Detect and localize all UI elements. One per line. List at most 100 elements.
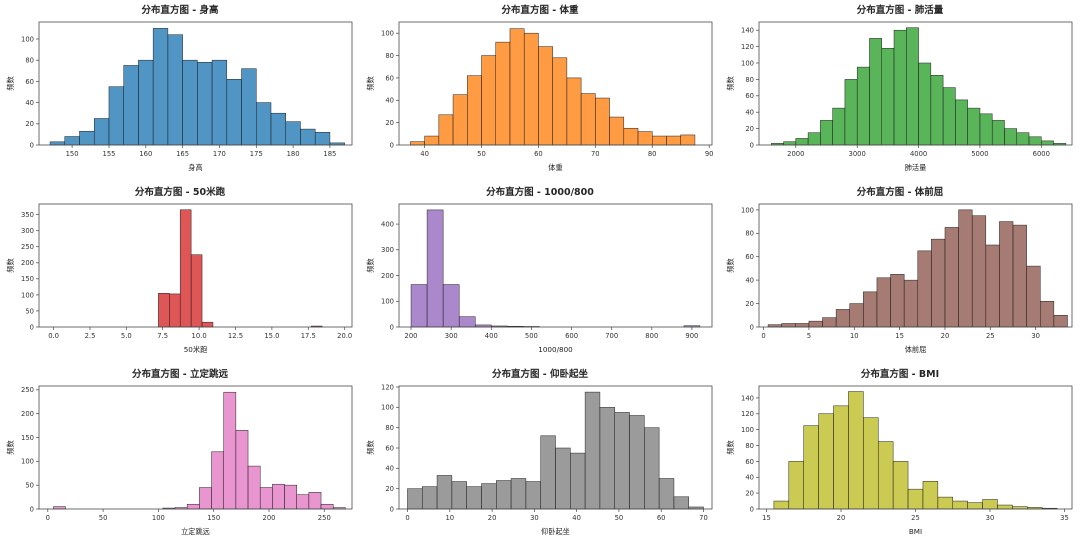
- histogram-lung-capacity-panel: 分布直方图 - 肺活量 0 20 40 60 80 100 120 140 2000 3000 40…: [720, 0, 1080, 182]
- svg-text:0: 0: [390, 505, 394, 513]
- svg-text:1000/800: 1000/800: [538, 345, 573, 354]
- svg-text:100: 100: [381, 404, 394, 412]
- svg-text:200: 200: [263, 514, 276, 522]
- svg-text:25: 25: [911, 514, 920, 522]
- svg-text:250: 250: [318, 514, 331, 522]
- svg-text:0: 0: [30, 141, 34, 149]
- svg-text:立定跳远: 立定跳远: [181, 527, 210, 536]
- chart-title-height: 分布直方图 - 身高: [141, 5, 219, 16]
- svg-text:40: 40: [420, 150, 429, 158]
- svg-text:10.0: 10.0: [192, 332, 207, 340]
- svg-text:35: 35: [1060, 514, 1069, 522]
- chart-title-lung-capacity: 分布直方图 - 肺活量: [856, 5, 944, 16]
- svg-text:100: 100: [21, 35, 34, 43]
- svg-text:20: 20: [385, 485, 394, 493]
- svg-text:140: 140: [741, 27, 754, 35]
- svg-text:60: 60: [534, 150, 543, 158]
- svg-text:20: 20: [837, 514, 846, 522]
- svg-text:120: 120: [741, 43, 754, 51]
- svg-text:6000: 6000: [1033, 150, 1050, 158]
- svg-text:50: 50: [25, 307, 34, 315]
- chart-title-run-50m: 分布直方图 - 50米跑: [134, 187, 226, 198]
- svg-text:0: 0: [30, 505, 34, 513]
- svg-text:0: 0: [761, 332, 765, 340]
- svg-text:2000: 2000: [787, 150, 804, 158]
- svg-text:60: 60: [745, 92, 754, 100]
- svg-text:频数: 频数: [6, 258, 15, 272]
- svg-text:20: 20: [941, 332, 950, 340]
- svg-text:200: 200: [21, 410, 34, 418]
- svg-text:20: 20: [488, 514, 497, 522]
- svg-text:50: 50: [25, 482, 34, 490]
- svg-text:200: 200: [405, 332, 418, 340]
- chart-title-bmi: 分布直方图 - BMI: [860, 369, 940, 380]
- svg-text:50: 50: [99, 514, 108, 522]
- svg-text:150: 150: [207, 514, 220, 522]
- svg-text:12.5: 12.5: [228, 332, 243, 340]
- histogram-sit-ups-panel: 分布直方图 - 仰卧起坐 0 20 40 60 80 100 120 0 10 20 30 40 50 6…: [360, 364, 720, 546]
- svg-text:40: 40: [745, 277, 754, 285]
- svg-text:80: 80: [745, 442, 754, 450]
- svg-text:100: 100: [381, 30, 394, 38]
- svg-text:500: 500: [525, 332, 538, 340]
- svg-text:80: 80: [648, 150, 657, 158]
- svg-text:40: 40: [572, 514, 581, 522]
- svg-text:50米跑: 50米跑: [184, 345, 208, 354]
- svg-text:40: 40: [25, 99, 34, 107]
- histogram-standing-long-jump-plot: 0 50 100 150 200 250 0 50 100 150 200 250 立定跳远 频数: [6, 385, 353, 536]
- chart-title-weight: 分布直方图 - 体重: [501, 5, 579, 16]
- svg-text:100: 100: [21, 291, 34, 299]
- svg-text:10: 10: [850, 332, 859, 340]
- svg-text:60: 60: [745, 458, 754, 466]
- histogram-bmi-panel: 分布直方图 - BMI 0 20 40 60 80 100 120 140 15 20 25 30 35…: [720, 364, 1080, 546]
- svg-text:肺活量: 肺活量: [905, 163, 927, 172]
- svg-text:15: 15: [762, 514, 771, 522]
- svg-text:频数: 频数: [726, 258, 735, 272]
- svg-text:100: 100: [741, 59, 754, 67]
- chart-title-standing-long-jump: 分布直方图 - 立定跳远: [131, 369, 229, 380]
- svg-text:2.5: 2.5: [85, 332, 96, 340]
- svg-text:80: 80: [385, 424, 394, 432]
- svg-text:160: 160: [139, 150, 152, 158]
- svg-text:100: 100: [21, 458, 34, 466]
- svg-text:185: 185: [323, 150, 336, 158]
- svg-text:60: 60: [385, 74, 394, 82]
- svg-text:体前屈: 体前屈: [905, 345, 927, 354]
- svg-text:20.0: 20.0: [337, 332, 352, 340]
- svg-text:900: 900: [685, 332, 698, 340]
- chart-title-sit-and-reach: 分布直方图 - 体前屈: [856, 187, 944, 198]
- svg-text:0: 0: [390, 323, 394, 331]
- svg-text:频数: 频数: [726, 76, 735, 90]
- svg-text:100: 100: [152, 514, 165, 522]
- histogram-run-50m-plot: 0 50 100 150 200 250 300 350 0.0 2.5 5.0 7.5 10.0 12.…: [6, 203, 353, 354]
- svg-text:0: 0: [750, 323, 754, 331]
- svg-text:15.0: 15.0: [264, 332, 279, 340]
- histogram-run-1000-800-plot: 0 100 200 300 400 200 300 400 500 600 700 800 900 100…: [366, 203, 713, 354]
- svg-text:80: 80: [745, 230, 754, 238]
- svg-text:60: 60: [385, 444, 394, 452]
- svg-text:100: 100: [741, 206, 754, 214]
- svg-text:100: 100: [741, 426, 754, 434]
- svg-text:20: 20: [745, 300, 754, 308]
- svg-text:400: 400: [381, 221, 394, 229]
- svg-text:150: 150: [21, 434, 34, 442]
- histogram-standing-long-jump-panel: 分布直方图 - 立定跳远 0 50 100 150 200 250 0 50 100 150 200…: [0, 364, 360, 546]
- svg-text:800: 800: [645, 332, 658, 340]
- svg-text:5.0: 5.0: [121, 332, 132, 340]
- svg-text:60: 60: [745, 253, 754, 261]
- svg-text:300: 300: [21, 227, 34, 235]
- svg-text:0: 0: [46, 514, 50, 522]
- svg-text:40: 40: [745, 474, 754, 482]
- svg-text:0: 0: [390, 141, 394, 149]
- svg-text:80: 80: [385, 52, 394, 60]
- svg-text:150: 150: [21, 275, 34, 283]
- svg-text:频数: 频数: [366, 76, 375, 90]
- svg-text:BMI: BMI: [909, 527, 922, 536]
- svg-text:5000: 5000: [971, 150, 988, 158]
- svg-text:400: 400: [485, 332, 498, 340]
- svg-text:180: 180: [287, 150, 300, 158]
- svg-text:150: 150: [66, 150, 79, 158]
- svg-text:频数: 频数: [366, 258, 375, 272]
- svg-text:频数: 频数: [366, 440, 375, 454]
